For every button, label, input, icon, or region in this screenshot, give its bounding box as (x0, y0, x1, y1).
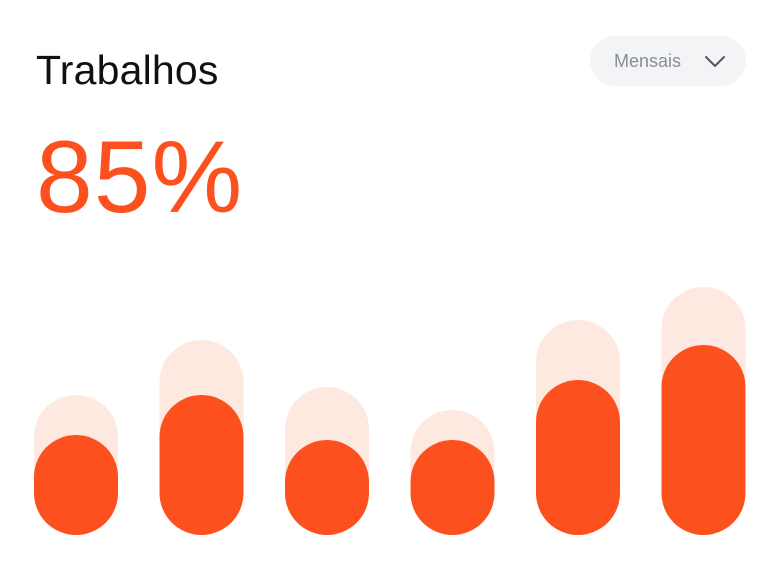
completion-percentage: 85% (36, 120, 244, 234)
bar-fill-6 (661, 345, 746, 535)
bar-fill-3 (285, 440, 369, 535)
bar-fill-5 (536, 380, 620, 535)
period-dropdown[interactable]: Mensais (590, 36, 746, 86)
bar-fill-4 (410, 440, 495, 535)
bar-fill-2 (159, 395, 244, 535)
bar-chart (34, 287, 746, 535)
card-title: Trabalhos (36, 47, 219, 93)
chevron-down-icon (705, 56, 725, 67)
bar-fill-1 (34, 435, 118, 535)
period-dropdown-label: Mensais (614, 50, 682, 71)
